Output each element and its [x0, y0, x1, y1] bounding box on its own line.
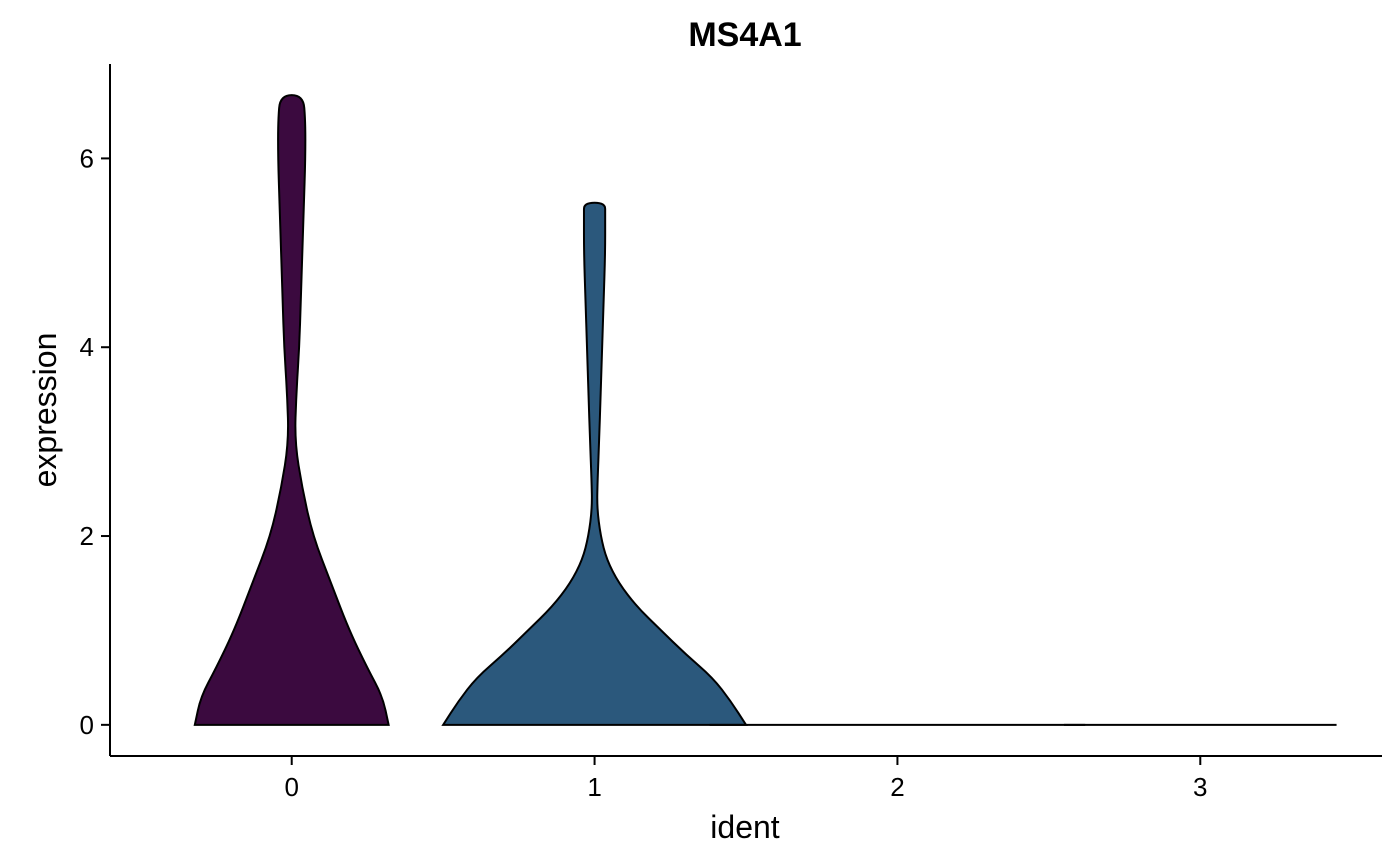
- y-tick-label: 6: [80, 143, 94, 173]
- violin-layer: [193, 94, 1337, 726]
- y-axis-label: expression: [27, 333, 63, 488]
- violin-0: [193, 94, 390, 726]
- y-tick-label: 0: [80, 710, 94, 740]
- x-tick-label: 2: [890, 772, 904, 802]
- x-tick-label: 3: [1193, 772, 1207, 802]
- x-axis-label: ident: [710, 809, 780, 845]
- x-tick-label: 0: [284, 772, 298, 802]
- y-tick-label: 2: [80, 521, 94, 551]
- x-tick-label: 1: [587, 772, 601, 802]
- violin-1: [441, 201, 748, 726]
- y-tick-label: 4: [80, 332, 94, 362]
- chart-title: MS4A1: [688, 16, 801, 54]
- axes-layer: 0 2 4 6 0 1 2 3: [80, 64, 1382, 802]
